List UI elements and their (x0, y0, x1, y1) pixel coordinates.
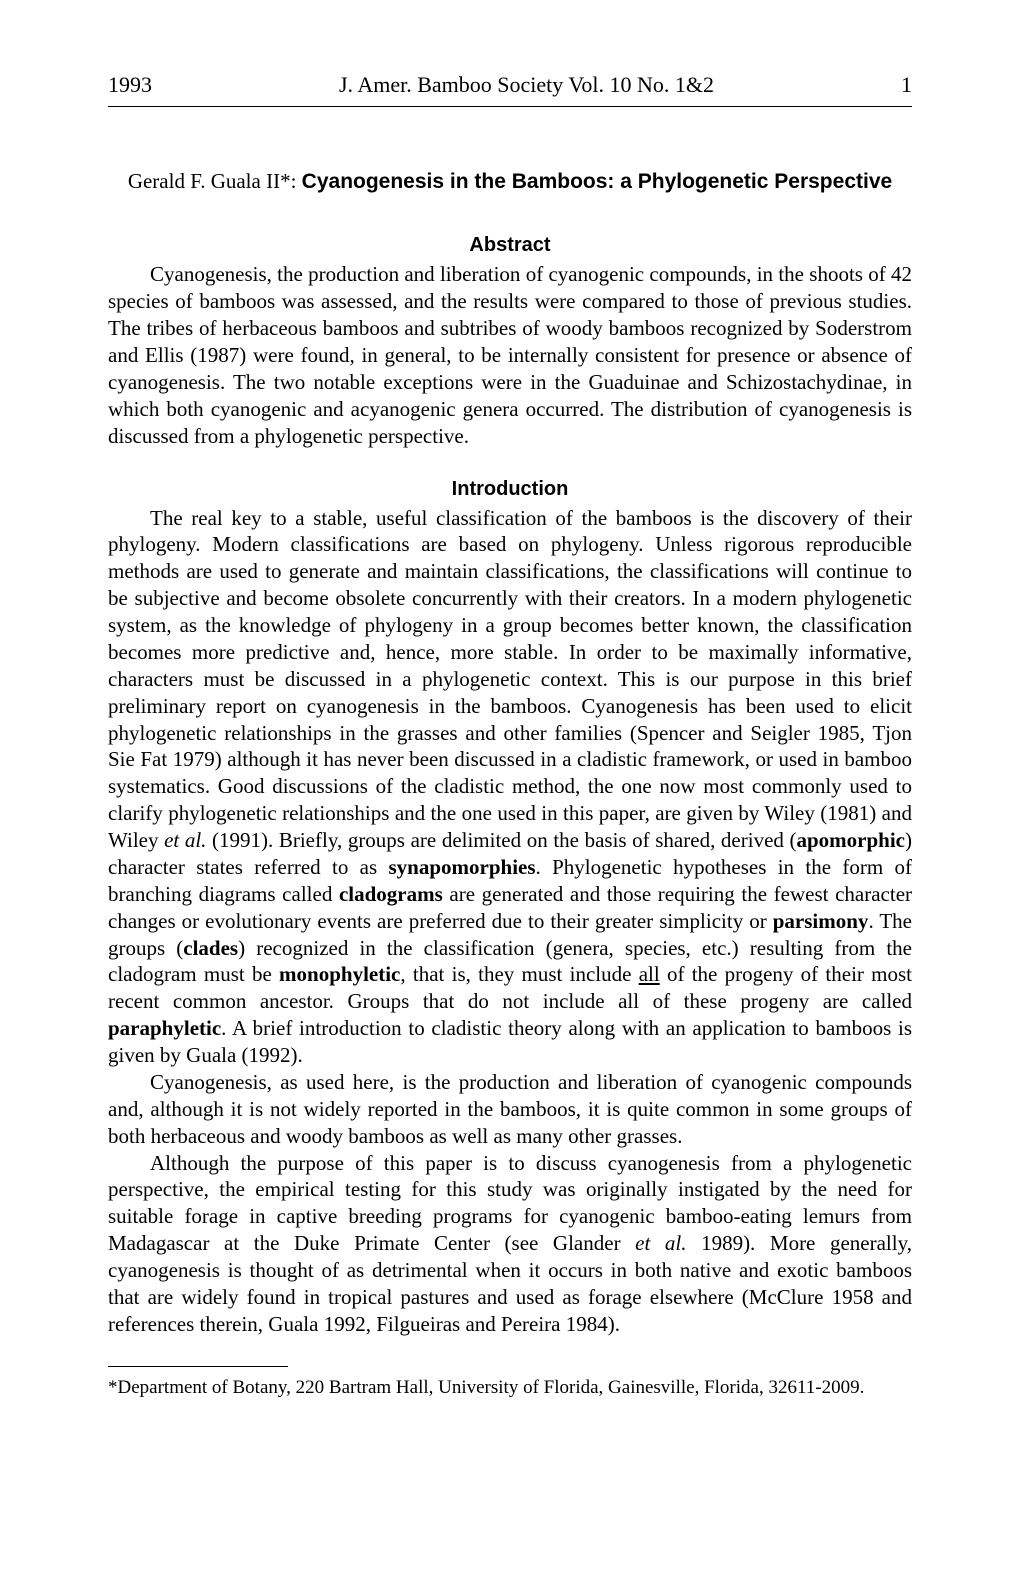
abstract-heading: Abstract (108, 234, 912, 257)
term-parsimony: parsimony (773, 909, 869, 933)
page-container: 1993 J. Amer. Bamboo Society Vol. 10 No.… (0, 0, 1020, 1449)
running-header: 1993 J. Amer. Bamboo Society Vol. 10 No.… (108, 72, 912, 98)
footnote-text: *Department of Botany, 220 Bartram Hall,… (108, 1377, 912, 1399)
intro-p1-text: (1991). Briefly, groups are delimited on… (206, 828, 796, 852)
article-title: Gerald F. Guala II*: Cyanogenesis in the… (108, 167, 912, 196)
intro-p3-etal: et al. (635, 1231, 686, 1255)
term-apomorphic: apomorphic (796, 828, 905, 852)
header-year: 1993 (108, 72, 152, 98)
intro-paragraph-1: The real key to a stable, useful classif… (108, 505, 912, 1069)
intro-p1-etal: et al. (164, 828, 206, 852)
intro-p1-text: . A brief introduction to cladistic theo… (108, 1016, 912, 1067)
header-journal: J. Amer. Bamboo Society Vol. 10 No. 1&2 (152, 72, 901, 98)
introduction-section: Introduction The real key to a stable, u… (108, 478, 912, 1338)
term-all: all (639, 962, 660, 986)
title-author: Gerald F. Guala II*: (128, 169, 302, 193)
abstract-section: Abstract Cyanogenesis, the production an… (108, 234, 912, 449)
intro-p1-text: , that is, they must include (400, 962, 638, 986)
introduction-heading: Introduction (108, 478, 912, 501)
title-main: Cyanogenesis in the Bamboos: a Phylogene… (302, 170, 893, 193)
term-monophyletic: monophyletic (279, 962, 400, 986)
footnote-rule (108, 1366, 288, 1367)
header-page-number: 1 (901, 72, 912, 98)
term-paraphyletic: paraphyletic (108, 1016, 221, 1040)
term-cladograms: cladograms (339, 882, 443, 906)
term-synapomorphies: synapomorphies (388, 855, 535, 879)
intro-paragraph-2: Cyanogenesis, as used here, is the produ… (108, 1069, 912, 1150)
intro-p1-text: The real key to a stable, useful classif… (108, 506, 912, 853)
intro-paragraph-3: Although the purpose of this paper is to… (108, 1150, 912, 1338)
abstract-text: Cyanogenesis, the production and liberat… (108, 261, 912, 449)
term-clades: clades (183, 936, 238, 960)
header-rule (108, 106, 912, 107)
